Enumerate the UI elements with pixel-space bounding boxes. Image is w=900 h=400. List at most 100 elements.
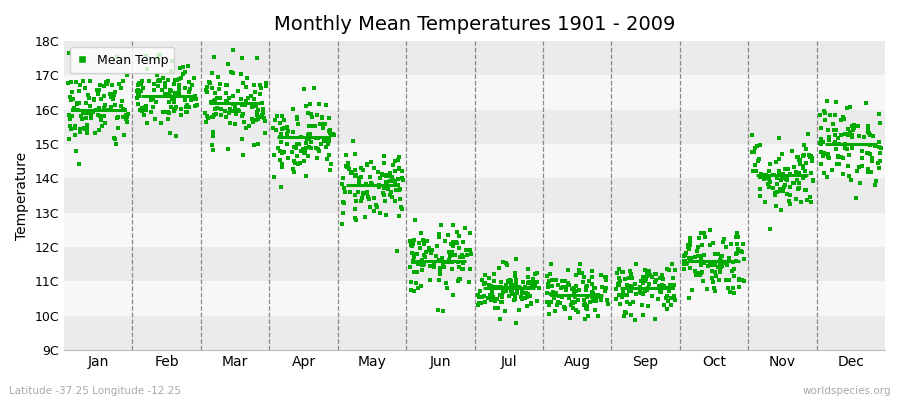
Point: [110, 54, 124, 61]
Point: [485, 284, 500, 291]
Point: [270, 112, 284, 119]
Point: [599, 277, 614, 284]
Point: [64, 126, 78, 133]
Point: [641, 285, 655, 291]
Point: [382, 170, 397, 176]
Point: [804, 154, 818, 160]
Point: [249, 55, 264, 61]
Point: [872, 144, 886, 150]
Point: [619, 310, 634, 317]
Point: [768, 190, 782, 196]
Point: [86, 109, 100, 116]
Point: [118, 106, 132, 113]
Point: [641, 303, 655, 310]
Point: [207, 112, 221, 118]
Point: [544, 291, 559, 297]
Point: [842, 132, 856, 138]
Point: [695, 242, 709, 249]
Point: [628, 316, 643, 323]
Point: [609, 286, 624, 292]
Point: [335, 180, 349, 187]
Point: [874, 145, 888, 151]
Point: [635, 278, 650, 284]
Point: [344, 170, 358, 176]
Point: [406, 259, 420, 265]
Point: [598, 288, 613, 295]
Point: [181, 89, 195, 95]
Point: [63, 116, 77, 122]
Point: [800, 130, 814, 137]
Point: [404, 240, 419, 246]
Point: [166, 107, 181, 114]
Point: [860, 167, 875, 173]
Point: [530, 278, 544, 285]
Point: [93, 112, 107, 119]
Point: [652, 284, 667, 290]
Point: [504, 278, 518, 284]
Point: [220, 82, 234, 88]
Point: [415, 267, 429, 274]
Point: [679, 250, 693, 256]
Point: [408, 216, 422, 223]
Point: [520, 291, 535, 298]
Point: [545, 292, 560, 298]
Point: [436, 261, 450, 267]
Point: [485, 290, 500, 296]
Point: [322, 166, 337, 173]
Point: [730, 230, 744, 236]
Point: [450, 240, 464, 246]
Point: [688, 254, 702, 260]
Point: [336, 210, 350, 217]
Point: [337, 200, 351, 206]
Point: [356, 190, 370, 196]
Point: [305, 122, 320, 129]
Point: [690, 253, 705, 259]
Title: Monthly Mean Temperatures 1901 - 2009: Monthly Mean Temperatures 1901 - 2009: [274, 15, 675, 34]
Point: [211, 94, 225, 101]
Point: [120, 118, 134, 125]
Point: [590, 296, 604, 303]
Point: [580, 283, 594, 289]
Point: [816, 170, 831, 176]
Point: [354, 164, 368, 171]
Point: [503, 285, 517, 292]
Point: [495, 298, 509, 305]
Point: [581, 313, 596, 320]
Point: [131, 80, 146, 86]
Point: [206, 54, 220, 60]
Point: [68, 122, 82, 129]
Point: [774, 188, 788, 194]
Point: [217, 108, 231, 114]
Point: [717, 259, 732, 266]
Point: [172, 88, 186, 95]
Point: [235, 101, 249, 108]
Point: [222, 120, 237, 126]
Point: [168, 104, 183, 110]
Point: [508, 280, 523, 286]
Point: [64, 97, 78, 103]
Point: [865, 158, 879, 164]
Point: [504, 282, 518, 288]
Point: [509, 320, 524, 326]
Point: [212, 80, 227, 87]
Point: [544, 271, 558, 278]
Point: [822, 137, 836, 143]
Point: [783, 192, 797, 198]
Point: [645, 293, 660, 299]
Point: [214, 112, 229, 118]
Point: [829, 127, 843, 133]
Point: [510, 286, 525, 292]
Point: [504, 290, 518, 296]
Point: [136, 85, 150, 92]
Point: [580, 306, 594, 312]
Point: [302, 123, 316, 129]
Point: [387, 178, 401, 184]
Point: [299, 103, 313, 109]
Point: [407, 237, 421, 244]
Point: [62, 136, 77, 142]
Point: [324, 161, 338, 167]
Point: [732, 284, 746, 290]
Point: [392, 186, 407, 192]
Point: [80, 110, 94, 116]
Point: [271, 145, 285, 151]
